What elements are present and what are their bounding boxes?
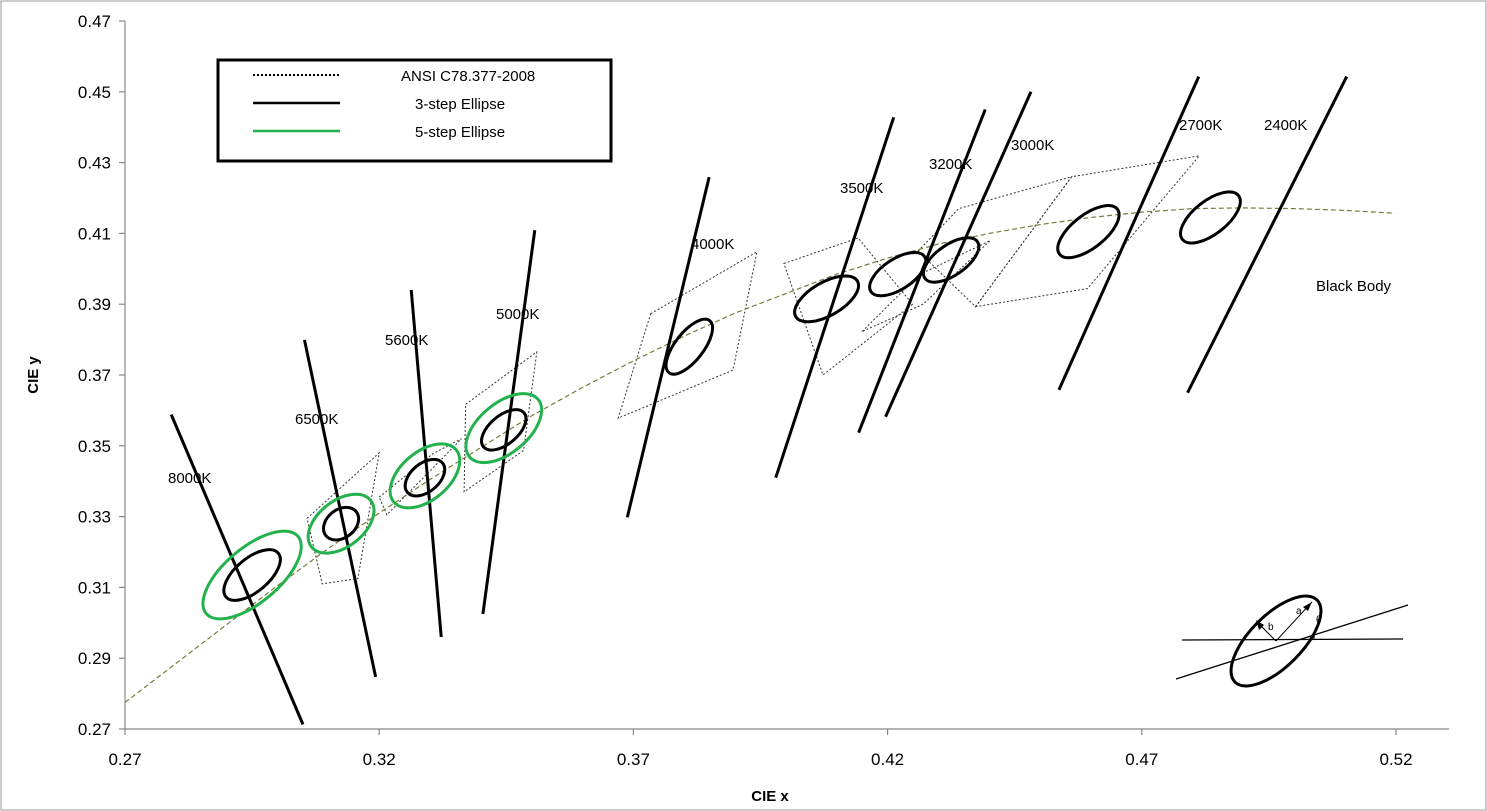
y-tick-label: 0.39 [78, 295, 111, 314]
cct-line-2400k [1186, 75, 1349, 394]
inset-label-b: b [1268, 622, 1274, 633]
ellipse-3step-6500k [322, 505, 361, 542]
ellipses-3step [222, 190, 1242, 602]
ellipse-3step-5600k [403, 457, 447, 498]
ansi-quad-3 [617, 250, 758, 420]
y-tick-label: 0.33 [78, 508, 111, 527]
blackbody-locus [124, 207, 1396, 703]
inset-label-a: a [1296, 606, 1302, 617]
y-tick-label: 0.37 [78, 366, 111, 385]
legend-label-3step: 3-step Ellipse [415, 96, 505, 113]
cct-labels: 8000K 6500K 5600K 5000K 4000K 3500K 3200K 3000K… [168, 117, 1307, 487]
ellipse-3step-5000k [480, 408, 528, 452]
cct-label-3000k: 3000K [1011, 137, 1054, 154]
cct-label-5600k: 5600K [385, 332, 428, 349]
cct-label-2400k: 2400K [1264, 117, 1307, 134]
cct-line-8000k [169, 414, 305, 725]
y-tick-label: 0.31 [78, 578, 111, 597]
y-axis-title: CIE y [25, 356, 42, 394]
ellipse-5step-5000k [464, 392, 544, 465]
x-tick-label: 0.37 [617, 750, 650, 769]
ellipses-5step [201, 392, 544, 621]
cct-line-2700k [1057, 75, 1201, 391]
ellipse-5step-5600k [388, 442, 462, 510]
ellipse-3step-3000k [921, 236, 981, 284]
cct-label-5000k: 5000K [496, 306, 539, 323]
ellipse-3step-2400k [1179, 190, 1242, 245]
cct-label-8000k: 8000K [168, 470, 211, 487]
cct-label-2700k: 2700K [1179, 117, 1222, 134]
cct-lines [169, 75, 1349, 725]
cct-line-5600k [409, 289, 443, 638]
x-tick-label: 0.27 [108, 750, 141, 769]
x-tick-label: 0.52 [1379, 750, 1412, 769]
inset-label-theta: θ [1316, 615, 1322, 626]
ansi-quad-2 [463, 350, 538, 493]
y-tick-label: 0.27 [78, 720, 111, 739]
angle-inset-diagram: a b θ [1175, 594, 1409, 688]
x-axis-title: CIE x [751, 788, 789, 805]
cct-line-4000k [625, 176, 711, 518]
inset-a-arrowhead [1303, 602, 1312, 611]
ansi-quadrangles [306, 155, 1201, 585]
ellipse-3step-2700k [1056, 204, 1121, 260]
blackbody-curve [124, 207, 1396, 703]
ansi-quad-5 [861, 240, 991, 332]
inset-theta-arc [1313, 626, 1317, 640]
ellipse-3step-3500k [793, 274, 861, 324]
y-tick-label: 0.29 [78, 649, 111, 668]
inset-b-arrowhead [1256, 620, 1264, 630]
ansi-quad-0 [306, 451, 380, 585]
cct-label-4000k: 4000K [691, 236, 734, 253]
ellipse-3step-4000k [664, 317, 715, 376]
ellipse-5step-6500k [306, 492, 376, 555]
cct-label-3200k: 3200K [929, 156, 972, 173]
x-tick-label: 0.47 [1125, 750, 1158, 769]
ansi-quad-1 [378, 438, 462, 516]
ellipse-3step-8000k [222, 548, 282, 602]
legend: ANSI C78.377-2008 3-step Ellipse 5-step … [216, 58, 613, 163]
y-tick-label: 0.45 [78, 83, 111, 102]
y-tick-label: 0.47 [78, 12, 111, 31]
x-ticks: 0.27 0.32 0.37 0.42 0.47 0.52 [108, 729, 1413, 769]
ansi-quad-4 [783, 237, 914, 376]
y-tick-label: 0.41 [78, 224, 111, 243]
blackbody-label: Black Body [1316, 278, 1392, 295]
cct-label-6500k: 6500K [295, 411, 338, 428]
x-tick-label: 0.42 [871, 750, 904, 769]
y-ticks: 0.27 0.29 0.31 0.33 0.35 0.37 0.39 0.41 0.43 0.45… [78, 12, 125, 739]
cct-line-5000k [481, 230, 537, 615]
inset-major-axis [1175, 604, 1409, 680]
ellipse-3step-3200k [868, 250, 928, 298]
legend-label-5step: 5-step Ellipse [415, 124, 505, 141]
x-tick-label: 0.32 [363, 750, 396, 769]
ellipse-5step-8000k [201, 529, 303, 621]
cct-line-3500k [774, 116, 896, 479]
y-tick-label: 0.43 [78, 154, 111, 173]
y-tick-label: 0.35 [78, 437, 111, 456]
inset-horizontal-axis [1181, 638, 1404, 641]
legend-box [216, 58, 613, 163]
legend-label-ansi: ANSI C78.377-2008 [401, 68, 535, 85]
cct-line-3000k [884, 91, 1033, 418]
cct-label-3500k: 3500K [840, 180, 883, 197]
